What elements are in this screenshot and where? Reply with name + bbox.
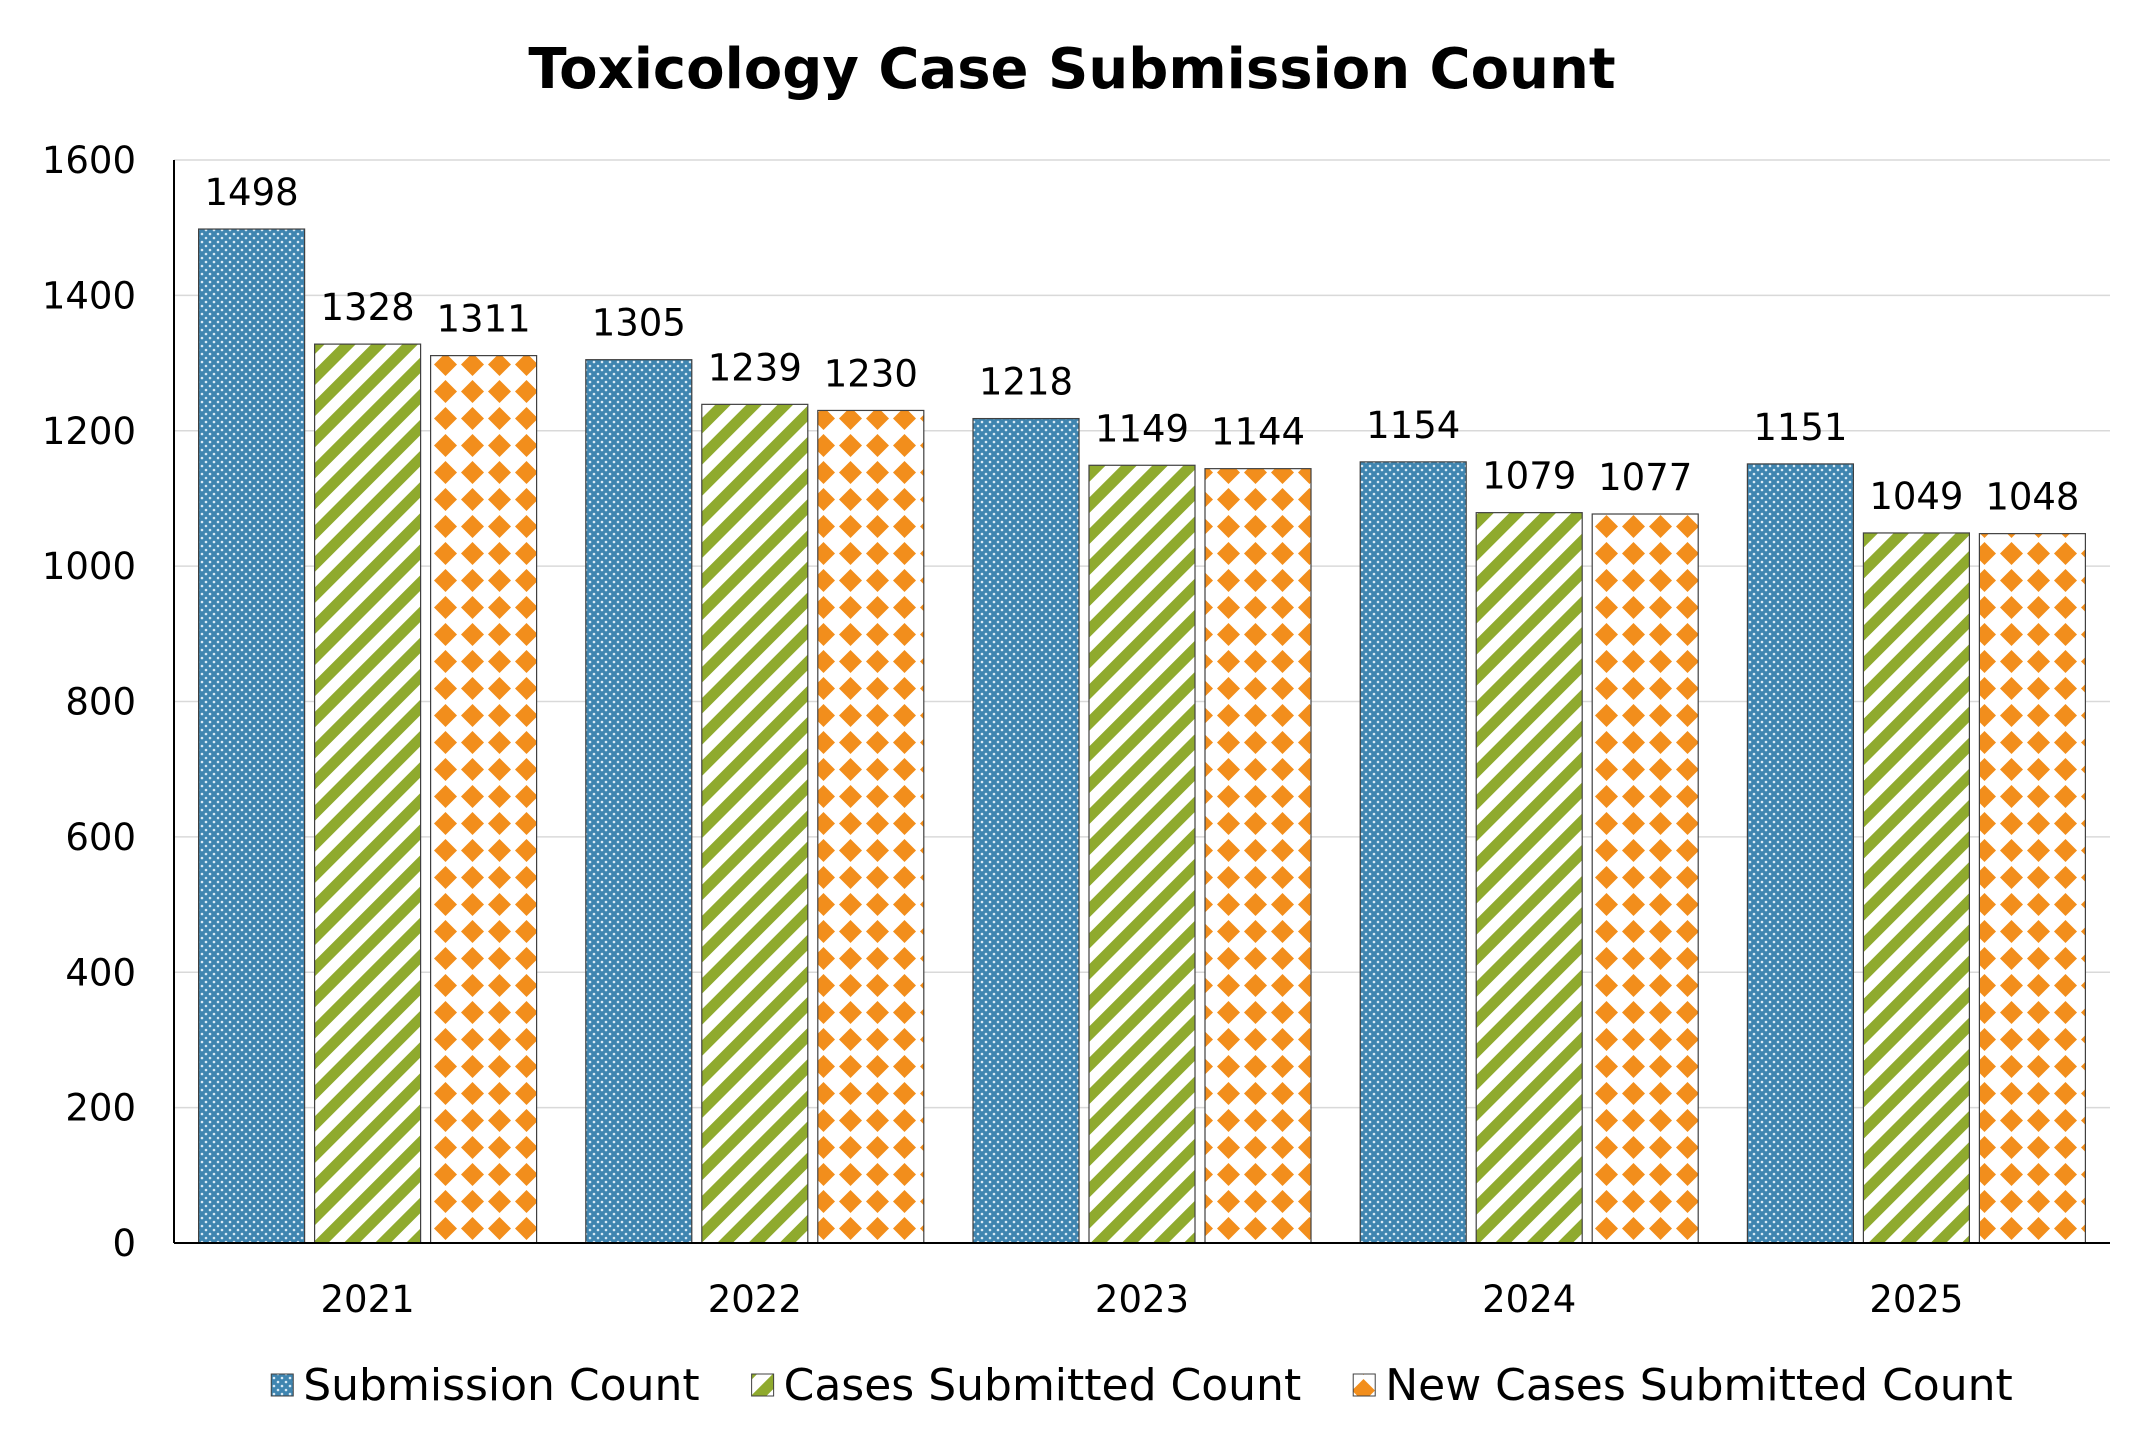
y-tick-label: 1600	[42, 139, 136, 182]
bar-2021-series-3	[430, 355, 538, 1244]
legend-item: Submission Count	[270, 1360, 700, 1411]
data-label: 1149	[1095, 407, 1189, 450]
data-label: 1328	[321, 286, 415, 329]
data-label: 1144	[1211, 411, 1305, 454]
y-tick-label: 0	[112, 1222, 136, 1265]
data-label: 1048	[1985, 476, 2079, 519]
bar-2024-series-1	[1359, 461, 1467, 1244]
legend-item: Cases Submitted Count	[751, 1360, 1302, 1411]
data-label: 1498	[205, 171, 299, 214]
bar-2021-series-2	[314, 343, 422, 1244]
legend-swatch	[270, 1373, 294, 1397]
y-tick-label: 400	[65, 951, 136, 994]
legend-label: Cases Submitted Count	[784, 1360, 1302, 1411]
data-label: 1154	[1366, 404, 1460, 447]
bar-2021-series-1	[198, 228, 306, 1244]
bar-2022-series-1	[585, 359, 693, 1244]
x-tick-label: 2025	[1869, 1278, 1963, 1321]
chart-title: Toxicology Case Submission Count	[528, 37, 1615, 102]
bar-2023-series-3	[1204, 468, 1312, 1244]
data-label: 1311	[437, 298, 531, 341]
y-tick-label: 1400	[42, 274, 136, 317]
data-label: 1079	[1482, 455, 1576, 498]
bar-2022-series-2	[701, 403, 809, 1244]
data-label: 1230	[824, 352, 918, 395]
x-tick-label: 2024	[1482, 1278, 1576, 1321]
bar-2023-series-2	[1088, 464, 1196, 1244]
y-tick-label: 1200	[42, 410, 136, 453]
data-labels: 1498 1328 1311 1305 1239 1230 1218 1149 1144 1154…	[205, 171, 2080, 519]
y-tick-label: 200	[65, 1087, 136, 1130]
bar-2025-series-2	[1862, 532, 1971, 1244]
y-tick-label: 1000	[42, 545, 136, 588]
x-axis-ticks: 2021 2022 2023 2024 2025	[321, 1278, 1964, 1321]
data-label: 1049	[1869, 475, 1963, 518]
y-axis-ticks: 0 200 400 600 800 1000 1200 1400 1600	[42, 139, 136, 1265]
bar-2023-series-1	[972, 417, 1080, 1244]
x-tick-label: 2021	[321, 1278, 415, 1321]
bar-2025-series-1	[1746, 463, 1855, 1244]
y-tick-label: 800	[65, 681, 136, 724]
data-label: 1305	[592, 302, 686, 345]
bar-2022-series-3	[817, 409, 925, 1244]
x-tick-label: 2022	[708, 1278, 802, 1321]
bar-2025-series-3	[1978, 533, 2087, 1244]
legend-label: New Cases Submitted Count	[1385, 1360, 2013, 1411]
data-label: 1077	[1598, 456, 1692, 499]
legend-item: New Cases Submitted Count	[1352, 1360, 2013, 1411]
data-label: 1151	[1753, 406, 1847, 449]
x-tick-label: 2023	[1095, 1278, 1189, 1321]
bar-2024-series-2	[1475, 512, 1583, 1244]
legend-swatch	[751, 1373, 775, 1397]
legend-label: Submission Count	[303, 1360, 699, 1411]
data-label: 1218	[979, 361, 1073, 404]
bars	[198, 228, 2087, 1244]
bar-2024-series-3	[1591, 513, 1699, 1244]
data-label: 1239	[708, 346, 802, 389]
legend: Submission Count Cases Submitted Count New…	[270, 1360, 2013, 1411]
y-tick-label: 600	[65, 816, 136, 859]
legend-swatch	[1352, 1373, 1376, 1397]
